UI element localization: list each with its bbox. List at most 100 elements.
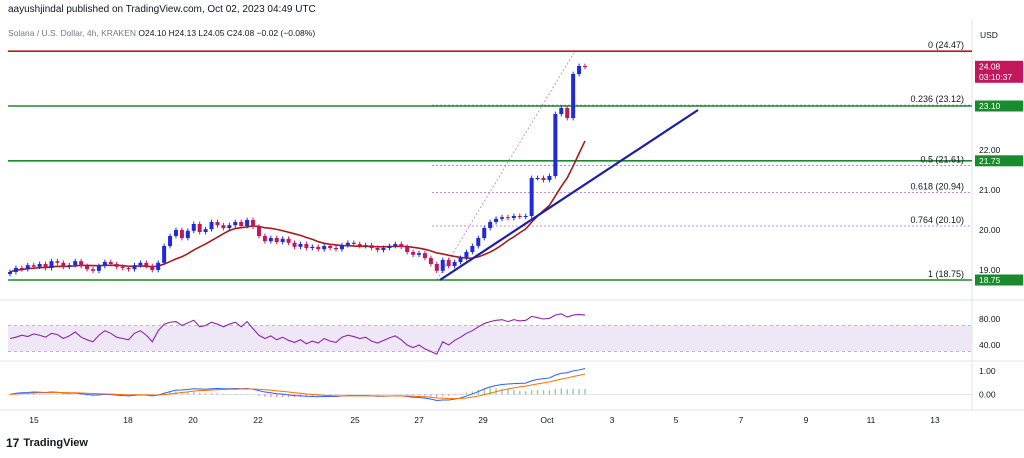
candle-body — [90, 269, 95, 271]
candle-body — [565, 108, 570, 118]
candle-body — [428, 258, 433, 264]
fib-label-0.618: 0.618 (20.94) — [910, 181, 964, 191]
candle-body — [268, 238, 273, 242]
time-tick-label: 20 — [188, 415, 198, 425]
candle-body — [393, 244, 398, 246]
candle-body — [61, 262, 66, 267]
candle-body — [505, 217, 510, 219]
price-tag-level-23.10 — [975, 100, 1023, 112]
tradingview-logo-icon: 17 — [6, 436, 20, 450]
tradingview-logo[interactable]: 17 TradingView — [6, 436, 88, 450]
candle-body — [108, 262, 113, 264]
candle-body — [209, 222, 214, 230]
candles-group — [8, 63, 587, 277]
candle-body — [215, 222, 220, 226]
candle-body — [203, 229, 208, 232]
candle-body — [31, 265, 36, 267]
publisher-text: aayushjindal published on TradingView.co… — [8, 4, 316, 15]
candle-body — [150, 266, 155, 270]
candle-body — [328, 246, 333, 248]
candle-body — [274, 238, 279, 242]
candle-body — [262, 236, 267, 242]
time-tick-label: 9 — [804, 415, 809, 425]
candle-body — [185, 230, 190, 238]
candle-body — [120, 266, 125, 268]
time-tick-label: Oct — [540, 415, 554, 425]
candle-body — [405, 246, 410, 252]
candle-body — [482, 228, 487, 238]
candle-body — [417, 253, 422, 255]
macd-line — [9, 368, 586, 402]
fib-label-0.236: 0.236 (23.12) — [910, 94, 964, 104]
candle-body — [369, 245, 374, 248]
candle-body — [316, 246, 321, 250]
candle-body — [156, 262, 161, 270]
publisher-header: aayushjindal published on TradingView.co… — [8, 4, 316, 15]
price-tick-label: 20.00 — [979, 225, 1001, 235]
candle-body — [559, 108, 564, 114]
time-tick-label: 22 — [253, 415, 263, 425]
candle-body — [529, 178, 534, 216]
candle-body — [458, 258, 463, 262]
candle-body — [162, 246, 167, 263]
candle-body — [37, 264, 42, 267]
candle-body — [310, 246, 315, 248]
rsi-tick-label: 80.00 — [979, 314, 1001, 324]
candle-body — [334, 248, 339, 250]
candle-body — [85, 266, 90, 270]
candle-body — [363, 245, 368, 247]
time-tick-label: 13 — [930, 415, 940, 425]
candle-body — [79, 261, 84, 266]
price-tick-label: 22.00 — [979, 145, 1001, 155]
candle-body — [399, 244, 404, 247]
candle-body — [500, 217, 505, 219]
time-tick-label: 29 — [478, 415, 488, 425]
candle-body — [452, 262, 457, 266]
price-tag-last-price-value: 24.08 — [979, 61, 1001, 71]
rsi-tick-label: 40.00 — [979, 340, 1001, 350]
candle-body — [114, 264, 119, 267]
candle-body — [173, 230, 178, 236]
candle-body — [197, 224, 202, 232]
candle-body — [434, 264, 439, 271]
candle-body — [422, 253, 427, 258]
candle-body — [96, 266, 101, 271]
candle-body — [221, 225, 226, 228]
tradingview-logo-text: TradingView — [23, 437, 88, 449]
time-tick-label: 25 — [350, 415, 360, 425]
time-tick-label: 18 — [123, 415, 133, 425]
candle-body — [517, 216, 522, 217]
candle-body — [446, 260, 451, 266]
candle-body — [298, 244, 303, 247]
candle-body — [464, 252, 469, 258]
candle-body — [25, 265, 30, 270]
time-tick-label: 3 — [610, 415, 615, 425]
time-tick-label: 15 — [29, 415, 39, 425]
candle-body — [339, 245, 344, 250]
candle-body — [488, 222, 493, 228]
symbol-name[interactable]: Solana / U.S. Dollar, 4h, KRAKEN — [8, 28, 137, 38]
candle-body — [256, 226, 261, 236]
price-tag-level-23.10-value: 23.10 — [979, 101, 1001, 111]
ohlc-values: O24.10 H24.13 L24.05 C24.08 −0.02 (−0.08… — [138, 28, 316, 38]
candle-body — [583, 66, 587, 67]
fib-label-0: 0 (24.47) — [928, 40, 964, 50]
candle-body — [440, 260, 445, 271]
candle-body — [49, 261, 54, 268]
candle-body — [168, 236, 173, 246]
time-tick-label: 11 — [867, 415, 876, 425]
candle-body — [375, 248, 380, 250]
fib-label-0.5: 0.5 (21.61) — [920, 155, 964, 165]
symbol-info: Solana / U.S. Dollar, 4h, KRAKEN O24.10 … — [8, 28, 315, 38]
candle-body — [351, 242, 356, 244]
candle-body — [67, 265, 72, 267]
candle-body — [233, 222, 238, 226]
candle-body — [470, 246, 475, 252]
candle-body — [411, 252, 416, 255]
candle-body — [191, 224, 196, 231]
price-tick-label: 21.00 — [979, 185, 1001, 195]
candle-body — [381, 248, 386, 250]
price-tag-last-price — [975, 60, 1023, 83]
time-tick-label: 5 — [674, 415, 679, 425]
